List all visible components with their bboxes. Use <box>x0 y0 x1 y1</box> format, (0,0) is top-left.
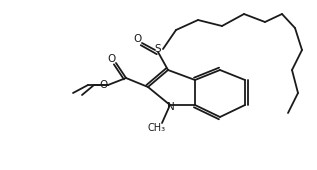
Text: O: O <box>99 80 107 90</box>
Text: O: O <box>108 54 116 64</box>
Text: CH₃: CH₃ <box>148 123 166 133</box>
Text: S: S <box>155 44 161 54</box>
Text: N: N <box>167 102 175 112</box>
Text: O: O <box>134 34 142 44</box>
